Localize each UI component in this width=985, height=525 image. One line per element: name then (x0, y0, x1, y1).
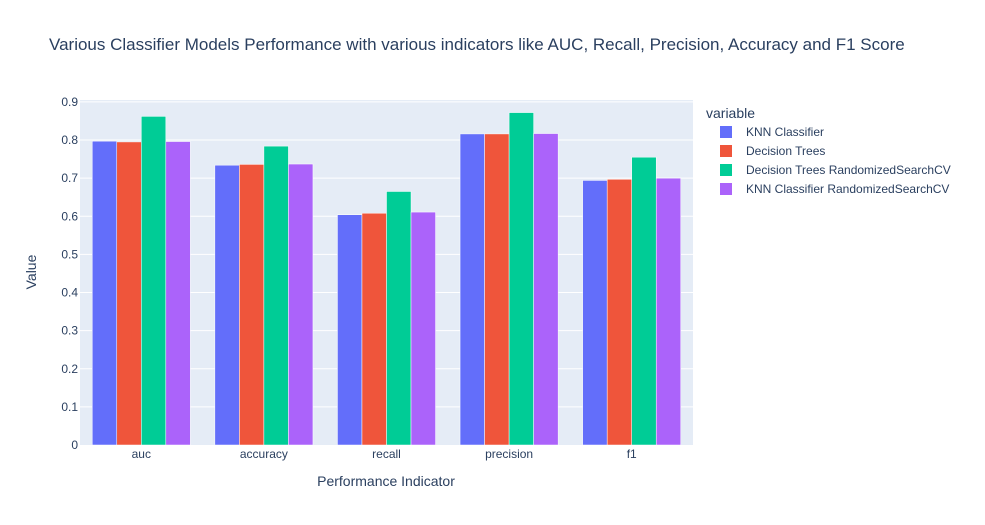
y-tick-label: 0.7 (61, 171, 78, 185)
bar-recall-series-3 (410, 211, 436, 446)
y-tick-label: 0 (71, 438, 78, 452)
bars (92, 112, 681, 446)
bar-auc-series-0 (92, 140, 118, 446)
y-tick-label: 0.9 (61, 95, 78, 109)
legend-title: variable (706, 105, 755, 121)
bar-f1-series-1 (606, 179, 632, 446)
x-tick-label: auc (132, 447, 151, 461)
bar-auc-series-1 (116, 141, 142, 446)
x-tick-label: f1 (627, 447, 637, 461)
bar-precision-series-3 (533, 133, 559, 446)
y-tick-label: 0.6 (61, 209, 78, 223)
bar-recall-series-2 (386, 191, 412, 446)
y-tick-label: 0.8 (61, 133, 78, 147)
legend-label: KNN Classifier (746, 125, 824, 139)
bar-precision-series-0 (459, 133, 485, 446)
legend: variable KNN Classifier Decision Trees Dec… (706, 105, 951, 196)
bar-recall-series-0 (337, 214, 363, 446)
y-tick-label: 0.1 (61, 400, 78, 414)
x-axis-title: Performance Indicator (317, 473, 455, 489)
bar-precision-series-1 (484, 133, 510, 446)
bar-f1-series-0 (582, 180, 608, 446)
legend-label: Decision Trees RandomizedSearchCV (746, 163, 951, 177)
bar-auc-series-3 (165, 141, 191, 446)
y-axis-title: Value (23, 254, 39, 289)
bar-accuracy-series-0 (214, 164, 240, 446)
bar-f1-series-3 (655, 177, 681, 446)
y-tick-label: 0.2 (61, 362, 78, 376)
x-axis-ticks: auc accuracy recall precision f1 (132, 447, 637, 461)
x-tick-label: precision (485, 447, 533, 461)
bar-f1-series-2 (631, 156, 657, 446)
bar-accuracy-series-3 (288, 163, 314, 446)
bar-accuracy-series-1 (239, 164, 265, 446)
bar-precision-series-2 (508, 112, 534, 446)
x-tick-label: accuracy (240, 447, 288, 461)
y-axis-ticks: 0 0.1 0.2 0.3 0.4 0.5 0.6 0.7 0.8 0.9 (61, 95, 78, 452)
y-tick-label: 0.5 (61, 247, 78, 261)
bar-accuracy-series-2 (263, 145, 289, 446)
legend-swatch (720, 164, 732, 176)
bar-auc-series-2 (141, 116, 167, 446)
legend-swatch (720, 183, 732, 195)
legend-swatch (720, 145, 732, 157)
y-tick-label: 0.3 (61, 324, 78, 338)
x-tick-label: recall (372, 447, 401, 461)
bar-recall-series-1 (361, 212, 387, 446)
y-tick-label: 0.4 (61, 286, 78, 300)
chart-title: Various Classifier Models Performance wi… (49, 35, 905, 54)
legend-swatch (720, 126, 732, 138)
legend-label: KNN Classifier RandomizedSearchCV (746, 182, 949, 196)
legend-label: Decision Trees (746, 144, 825, 158)
